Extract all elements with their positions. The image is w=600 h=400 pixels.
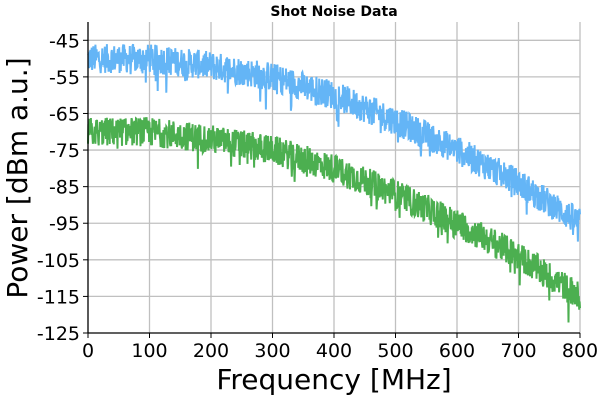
y-tick-label: -115	[37, 286, 80, 308]
x-tick-label: 300	[254, 340, 290, 362]
x-axis-label: Frequency [MHz]	[216, 363, 451, 396]
x-tick-label: 700	[500, 340, 536, 362]
y-tick-label: -65	[49, 103, 80, 125]
x-tick-label: 800	[562, 340, 598, 362]
axes	[83, 22, 581, 338]
x-tick-label: 400	[316, 340, 352, 362]
series-line-2	[87, 116, 581, 323]
y-tick-label: -85	[49, 177, 80, 199]
y-tick-label: -125	[37, 323, 80, 345]
y-tick-label: -95	[49, 213, 80, 235]
y-axis-label: Power [dBm a.u.]	[1, 57, 34, 298]
x-tick-label: 200	[193, 340, 229, 362]
y-tick-label: -45	[49, 30, 80, 52]
y-tick-label: -55	[49, 67, 80, 89]
series-group	[87, 43, 581, 323]
tick-labels: 0 100 200 300 400 500 600 700 800 -45 -55 -65 -75 -85…	[37, 30, 598, 362]
y-tick-label: -105	[37, 250, 80, 272]
x-tick-label: 0	[82, 340, 94, 362]
x-tick-label: 100	[131, 340, 167, 362]
grid	[88, 22, 581, 333]
x-tick-label: 600	[439, 340, 475, 362]
series-line-1	[87, 43, 581, 242]
x-tick-label: 500	[377, 340, 413, 362]
chart-title: Shot Noise Data	[270, 4, 397, 20]
y-tick-label: -75	[49, 140, 80, 162]
